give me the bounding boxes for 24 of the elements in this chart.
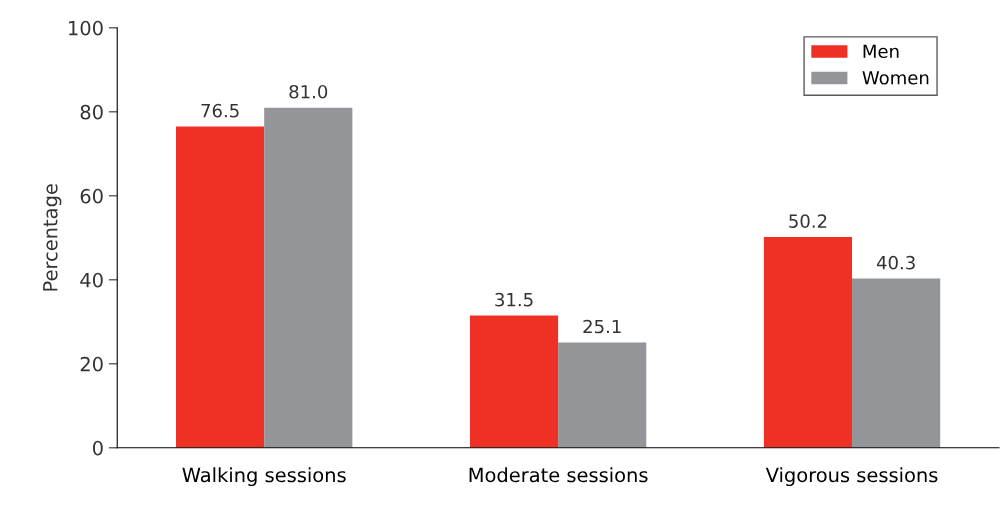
legend-label: Men xyxy=(863,44,899,59)
legend-label: Women xyxy=(862,71,929,85)
bar xyxy=(469,315,559,448)
bar xyxy=(558,342,647,448)
bar xyxy=(852,278,941,448)
text: 25.1 xyxy=(583,319,621,334)
text: 31.5 xyxy=(495,292,533,307)
text: 40.3 xyxy=(876,255,915,270)
y-tick-label: 80 xyxy=(80,104,103,120)
text: 81.0 xyxy=(289,84,328,99)
y-axis-title: Percentage xyxy=(43,184,62,291)
y-tick-label: 20 xyxy=(80,356,103,372)
bar xyxy=(264,107,353,448)
y-tick-label: 60 xyxy=(80,188,103,204)
x-tick-label: Moderate sessions xyxy=(469,467,648,483)
x-tick-label: Walking sessions xyxy=(182,467,346,487)
text: 76.5 xyxy=(201,103,239,118)
y-tick-label: 0 xyxy=(92,440,103,456)
text: 50.2 xyxy=(789,214,827,228)
x-tick-label: Vigorous sessions xyxy=(765,467,938,487)
y-tick-label: 100 xyxy=(69,20,103,36)
y-tick-label: 40 xyxy=(80,272,103,288)
bar xyxy=(176,126,265,448)
bar xyxy=(763,236,853,448)
